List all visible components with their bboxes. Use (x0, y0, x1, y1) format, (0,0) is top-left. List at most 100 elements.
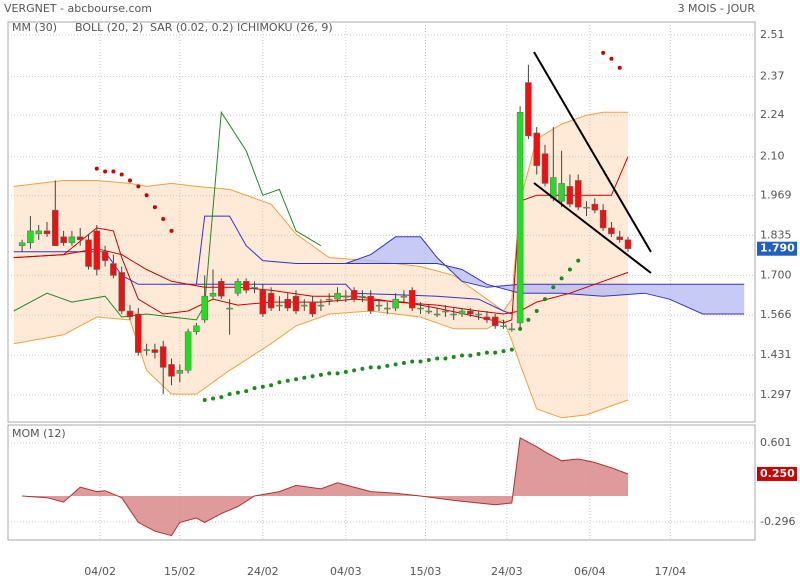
x-tick-label: 24/03 (491, 565, 523, 578)
sar-dot (136, 184, 141, 189)
candle-body (309, 301, 316, 315)
y-tick-label: 1.700 (760, 268, 792, 281)
candle-body (292, 295, 300, 312)
candle-body (574, 180, 582, 208)
candle-body (52, 209, 59, 246)
candle-body (616, 236, 623, 241)
candle-body (500, 325, 507, 328)
candle-body (193, 325, 200, 333)
sar-dot (509, 347, 514, 352)
sar-dot (551, 285, 556, 290)
x-tick-label: 04/03 (330, 565, 362, 578)
y-tick-label: 0.601 (760, 436, 792, 449)
candle-body (159, 346, 167, 368)
candle-body (450, 313, 457, 316)
candle-body (27, 230, 34, 244)
sar-dot (103, 169, 108, 174)
sar-dot (94, 166, 99, 171)
sar-dot (211, 396, 216, 401)
candle-body (267, 292, 275, 309)
candle-body (118, 272, 125, 312)
sar-dot (111, 169, 116, 174)
y-tick-label: 2.51 (760, 28, 785, 41)
candle-body (475, 313, 482, 316)
sar-dot (368, 365, 373, 370)
last-value-label: 1.790 (760, 242, 795, 255)
y-tick-label: 2.37 (760, 70, 785, 83)
sar-dot (235, 390, 240, 395)
candle-body (367, 295, 374, 312)
sar-dot (352, 368, 357, 373)
x-tick-label: 15/03 (410, 565, 442, 578)
sar-dot (518, 326, 523, 331)
trend-line (533, 182, 652, 274)
sar-dot (435, 356, 440, 361)
plot-area: 2.51 2.37 2.24 2.10 1.969 1.835 1.700 1.566 1.43… (8, 22, 795, 578)
candle-body (467, 310, 474, 315)
candle-body (591, 203, 599, 211)
sar-dot (202, 398, 207, 403)
candle-body (425, 310, 433, 313)
candle-body (85, 239, 92, 267)
legend-entry: ICHIMOKU (26, 9) (237, 21, 333, 34)
sar-dot (294, 377, 299, 382)
candle-body (325, 298, 333, 301)
sar-dot (418, 359, 423, 364)
x-tick-label: 06/04 (574, 565, 606, 578)
candle-body (317, 304, 325, 307)
candle-body (234, 281, 242, 294)
candle-body (251, 287, 258, 289)
candle-body (359, 295, 366, 298)
candle-body (176, 370, 184, 374)
candle-body (533, 132, 540, 166)
candle-body (392, 298, 399, 309)
sar-dot (601, 50, 606, 55)
sar-dot (244, 389, 249, 394)
candle-body (301, 304, 308, 307)
momentum-title: MOM (12) (12, 427, 66, 440)
sar-dot (501, 349, 506, 354)
sar-dot (161, 217, 166, 222)
legend-entry: SAR (0.02, 0.2) (150, 21, 233, 34)
sar-dot (260, 384, 265, 389)
ichimoku-span-b (345, 263, 745, 315)
candle-body (218, 281, 225, 297)
y-tick-label: 2.24 (760, 108, 785, 121)
sar-dot (609, 56, 614, 61)
sar-dot (468, 353, 473, 358)
candle-body (226, 307, 233, 310)
candle-body (18, 242, 26, 246)
candle-body (483, 316, 491, 321)
candle-body (242, 281, 250, 291)
x-tick-label: 04/02 (84, 565, 116, 578)
last-value-box (757, 241, 797, 256)
candle-body (433, 313, 441, 316)
y-tick-label: 1.969 (760, 189, 792, 202)
sar-dot (119, 172, 124, 177)
candle-body (541, 153, 549, 184)
momentum-panel (7, 424, 756, 541)
candle-body (135, 313, 142, 353)
candle-body (284, 298, 291, 309)
candle-body (259, 289, 267, 315)
y-tick-label: 1.835 (760, 228, 792, 241)
y-tick-label: 1.297 (760, 388, 792, 401)
candle-body (375, 304, 383, 307)
sar-dot (310, 374, 315, 379)
trend-lines (533, 51, 652, 274)
sar-dot (443, 356, 448, 361)
sar-dot (285, 378, 290, 383)
legend-entry: BOLL (20, 2) (75, 21, 143, 34)
sar-dot (269, 383, 274, 388)
candle-body (458, 310, 466, 315)
y-tick-label: 1.566 (760, 308, 792, 321)
sar-dot (559, 276, 564, 281)
candle-body (276, 304, 283, 307)
candle-body (525, 82, 532, 137)
y-tick-label: 2.10 (760, 150, 785, 163)
sar-dot (152, 205, 157, 210)
candle-body (143, 349, 150, 351)
sar-dot (526, 317, 531, 322)
sar-dot (169, 228, 174, 233)
